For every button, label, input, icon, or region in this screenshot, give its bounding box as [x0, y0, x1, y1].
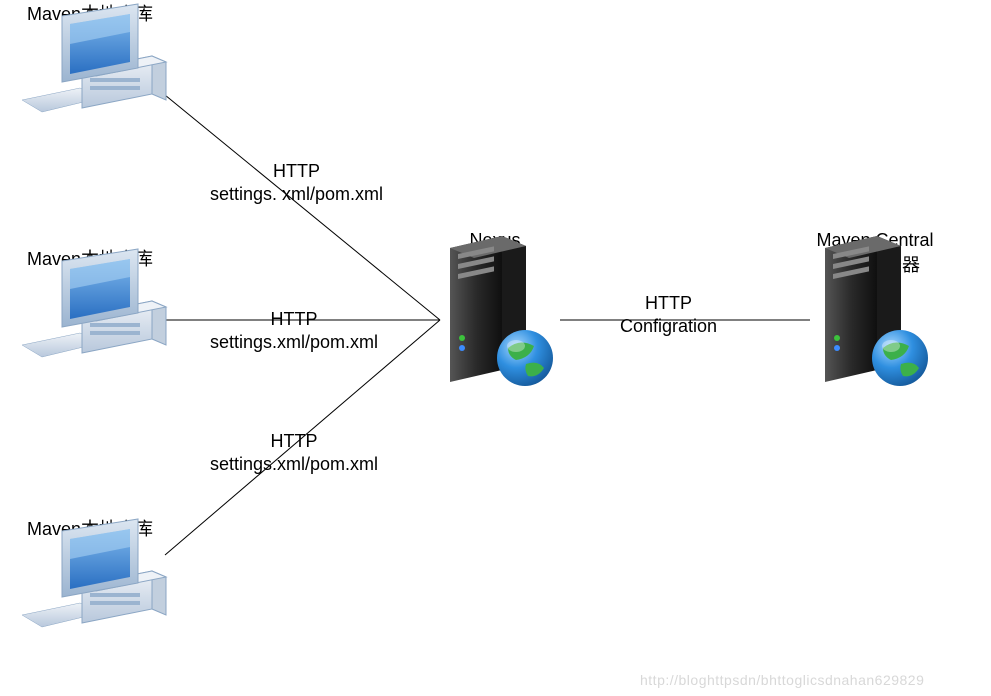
diagram-canvas: Maven本地仓库 Maven本地仓库 Maven本地仓库 [0, 0, 991, 696]
edge-label-line2: settings. xml/pom.xml [210, 184, 383, 204]
desktop-icon [20, 245, 170, 365]
webserver-icon [805, 230, 945, 390]
desktop-icon [20, 515, 170, 635]
edge-label-line1: HTTP [271, 431, 318, 451]
watermark-text: http://bloghttpsdn/bhttoglicsdnahan62982… [640, 672, 924, 688]
edge-label-4: HTTP Configration [620, 292, 717, 339]
node-client1: Maven本地仓库 [20, 0, 160, 26]
edge-label-1: HTTP settings. xml/pom.xml [210, 160, 383, 207]
edge-label-line1: HTTP [645, 293, 692, 313]
edge-label-line2: settings.xml/pom.xml [210, 332, 378, 352]
edge-label-line2: Configration [620, 316, 717, 336]
node-nexus: Nexus 私服器 [430, 230, 560, 277]
edge-label-2: HTTP settings.xml/pom.xml [210, 308, 378, 355]
node-client3: Maven本地仓库 [20, 515, 160, 541]
edge-label-line1: HTTP [271, 309, 318, 329]
node-client2: Maven本地仓库 [20, 245, 160, 271]
webserver-icon [430, 230, 570, 390]
edge-label-line1: HTTP [273, 161, 320, 181]
node-central: Maven Central 中心服务器 [805, 230, 945, 277]
desktop-icon [20, 0, 170, 120]
edge-label-3: HTTP settings.xml/pom.xml [210, 430, 378, 477]
edge-label-line2: settings.xml/pom.xml [210, 454, 378, 474]
